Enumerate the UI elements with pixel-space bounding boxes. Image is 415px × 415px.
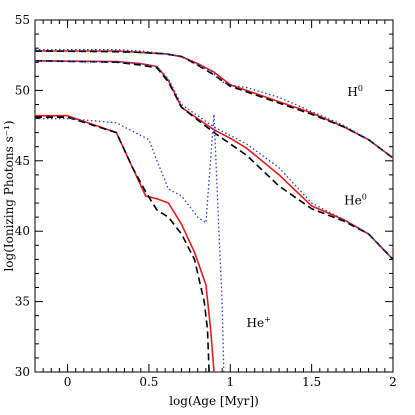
ticks xyxy=(34,19,394,373)
x-tick-label: 1.5 xyxy=(302,375,321,389)
tick-labels: 0 0.5 1 1.5 2 30 35 40 45 50 55 xyxy=(15,13,397,389)
y-tick-label: 55 xyxy=(15,13,30,27)
annotation-h0: H0 xyxy=(347,84,363,99)
y-tick-label: 40 xyxy=(15,224,30,238)
x-tick-label: 1 xyxy=(226,375,234,389)
y-tick-label: 50 xyxy=(15,83,30,97)
series-line-h0-solid xyxy=(35,50,393,159)
series-line-he0-solid xyxy=(35,60,393,260)
series-line-heplus-dashed xyxy=(35,116,210,372)
series-line-heplus-solid xyxy=(35,114,215,372)
annotations: H0 He0 He+ xyxy=(247,84,367,330)
y-tick-label: 45 xyxy=(15,154,30,168)
annotation-he0: He0 xyxy=(344,192,367,207)
series-line-h0-dotted xyxy=(35,48,393,159)
series-line-heplus-dotted xyxy=(35,113,225,372)
x-tick-label: 2 xyxy=(389,375,397,389)
y-tick-label: 30 xyxy=(15,365,30,379)
series-line-h0-dashed xyxy=(35,50,393,159)
x-tick-label: 0 xyxy=(64,375,72,389)
series-layer xyxy=(35,48,393,372)
series-line-he0-dashed xyxy=(35,60,393,260)
series-line-he0-dotted xyxy=(35,60,393,260)
annotation-heplus: He+ xyxy=(247,315,271,330)
x-axis-label: log(Age [Myr]) xyxy=(169,394,259,408)
y-tick-label: 35 xyxy=(15,295,30,309)
y-axis-label: log(Ionizing Photons s⁻¹) xyxy=(2,120,16,271)
x-tick-label: 0.5 xyxy=(139,375,158,389)
